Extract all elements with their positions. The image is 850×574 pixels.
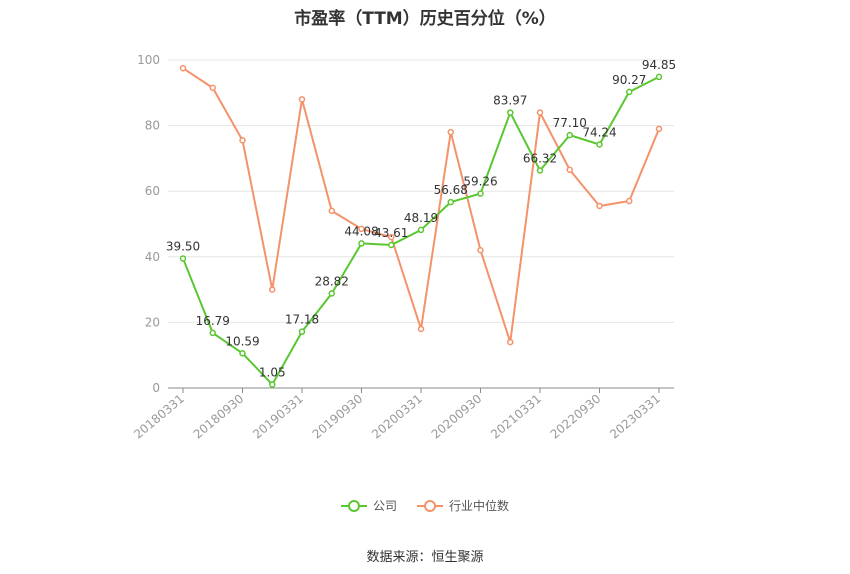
data-label: 16.79 (196, 314, 230, 328)
y-tick-label: 100 (137, 53, 160, 67)
industry-series-point (596, 202, 603, 210)
x-tick-label: 20210331 (488, 392, 544, 442)
company-series-point (626, 88, 633, 96)
data-label: 39.50 (166, 239, 200, 253)
data-label: 59.26 (463, 175, 497, 189)
company-series-point (209, 329, 216, 337)
y-tick-label: 60 (145, 184, 160, 198)
data-label: 94.85 (642, 58, 676, 72)
x-tick-label: 20220930 (548, 392, 604, 442)
industry-series-point (536, 109, 544, 116)
industry-series-point (507, 338, 514, 346)
industry-series-point (655, 125, 663, 133)
legend-label-company: 公司 (372, 499, 397, 513)
industry-series-point (477, 246, 484, 254)
data-label: 90.27 (612, 73, 646, 87)
company-series-point (298, 328, 306, 335)
company-series-point (447, 198, 454, 206)
x-tick-label: 20230331 (607, 392, 663, 442)
x-tick-label: 20200331 (369, 392, 425, 442)
data-label: 77.10 (553, 116, 587, 130)
company-series-point (536, 167, 544, 174)
x-tick-label: 20200930 (429, 392, 485, 442)
industry-series-point (239, 137, 246, 144)
industry-series-point (417, 325, 425, 333)
data-label: 1.05 (259, 366, 286, 380)
company-series-point (269, 381, 276, 388)
company-series-point (388, 241, 395, 249)
industry-series-point (269, 286, 276, 293)
data-label: 48.19 (404, 211, 438, 225)
data-label: 66.32 (523, 151, 557, 165)
industry-series-line (182, 67, 660, 344)
data-label: 17.18 (285, 313, 319, 327)
x-tick-label: 20180331 (131, 392, 187, 442)
industry-series-point (358, 225, 365, 233)
legend-industry-marker-icon (417, 499, 443, 512)
industry-series-point (566, 166, 573, 174)
y-tick-label: 20 (145, 315, 160, 329)
y-tick-label: 40 (145, 250, 160, 264)
data-label: 83.97 (493, 94, 527, 108)
company-series-point (179, 255, 187, 262)
company-series-point (477, 190, 484, 197)
x-tick-label: 20190331 (250, 392, 306, 442)
y-tick-label: 0 (152, 381, 160, 395)
x-tick-label: 20180930 (191, 392, 247, 442)
company-series-point (417, 226, 425, 234)
industry-series-point (388, 233, 395, 241)
data-label: 74.24 (582, 125, 616, 139)
legend-company-marker-icon (340, 499, 367, 512)
data-label: 56.68 (434, 183, 468, 197)
industry-series-point (209, 84, 216, 92)
company-series-point (328, 290, 335, 297)
company-series-point (507, 109, 514, 116)
legend-item-company[interactable]: 公司 (340, 497, 397, 514)
industry-series-point (298, 96, 306, 103)
data-source: 数据来源：恒生聚源 (366, 550, 484, 565)
company-series-point (596, 141, 603, 148)
industry-series-point (179, 64, 187, 72)
company-series-point (358, 240, 365, 247)
data-label: 10.59 (225, 334, 259, 348)
company-series-point (655, 73, 663, 81)
data-label: 28.82 (315, 274, 349, 288)
company-series-point (566, 131, 573, 139)
company-series-point (239, 350, 246, 357)
x-tick-label: 20190930 (310, 392, 366, 442)
legend-item-industry[interactable]: 行业中位数 (417, 497, 509, 514)
industry-series-point (328, 207, 335, 215)
chart-title: 市盈率（TTM）历史百分位（%） (294, 9, 556, 29)
industry-series-point (447, 128, 454, 136)
legend: 公司 行业中位数 (0, 497, 850, 514)
industry-series-point (626, 197, 633, 205)
legend-label-industry: 行业中位数 (449, 499, 510, 513)
data-label: 43.61 (374, 226, 408, 240)
y-tick-label: 80 (145, 119, 160, 133)
data-label: 44.08 (344, 224, 378, 238)
